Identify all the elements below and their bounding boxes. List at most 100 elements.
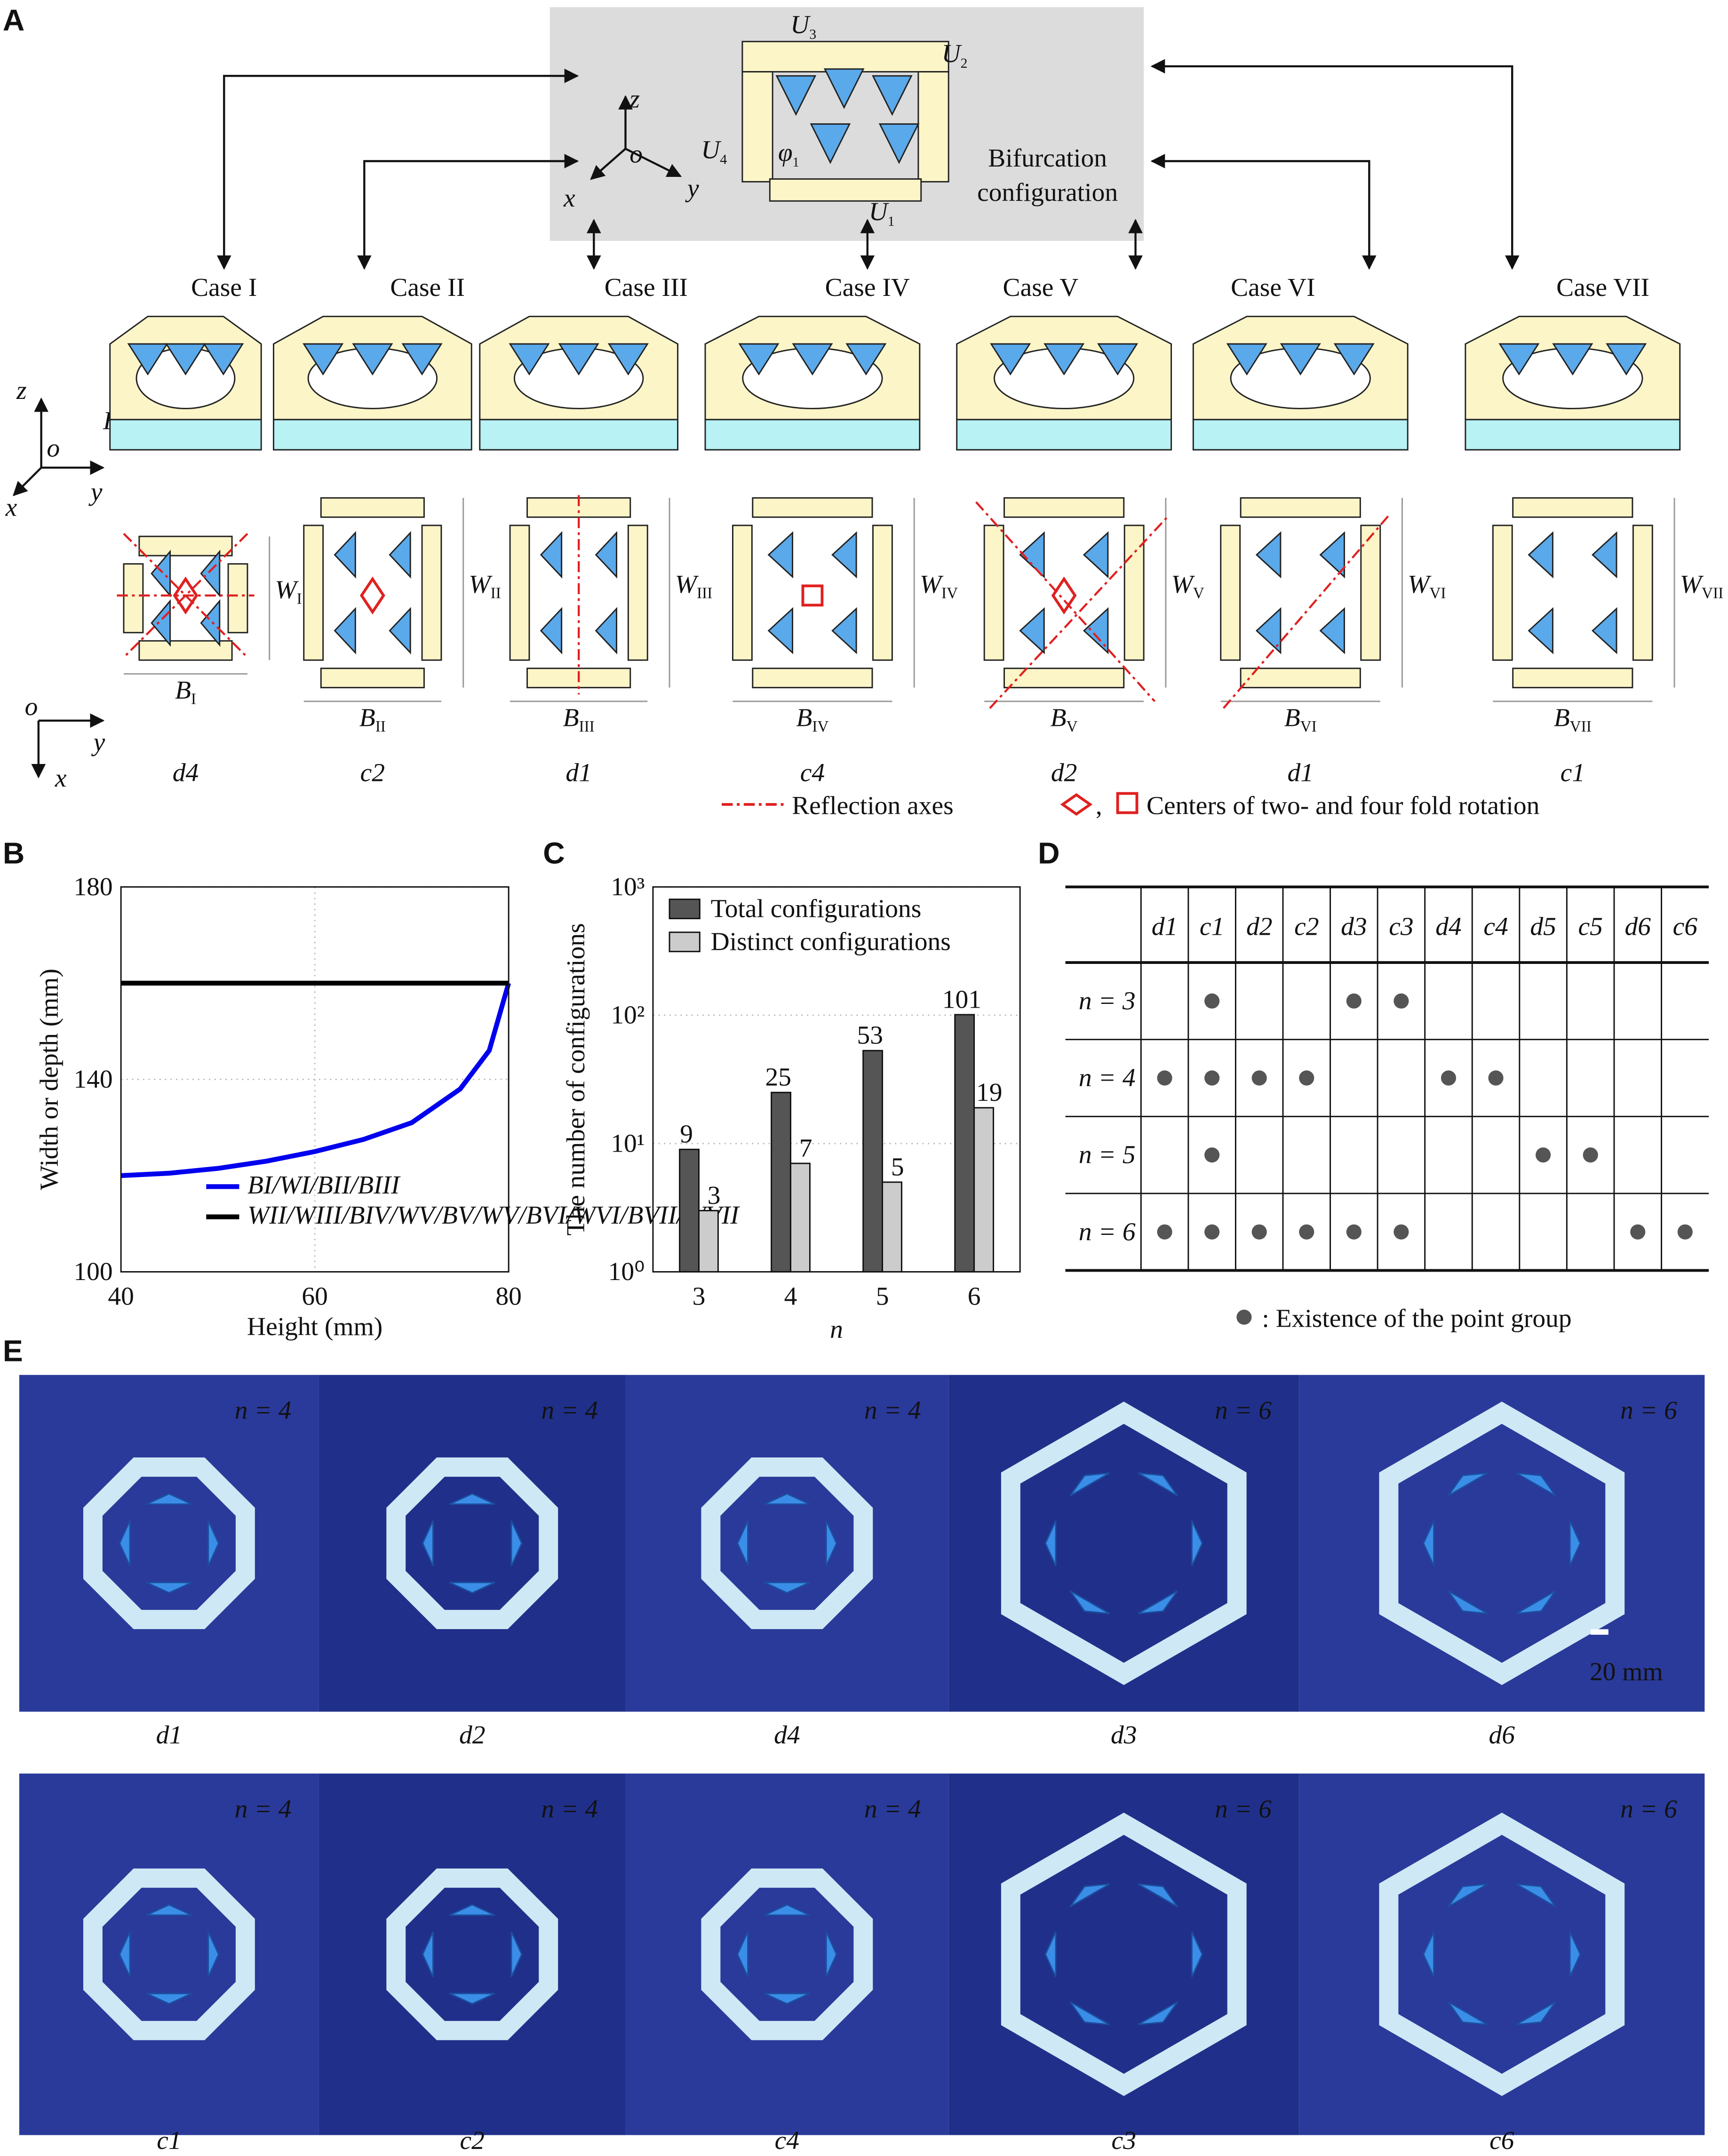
reflection-axis xyxy=(975,501,1156,702)
origami-frame xyxy=(1379,1401,1625,1685)
origami-triangle xyxy=(737,1520,749,1567)
group-dot xyxy=(1346,993,1362,1009)
x-tick-label: 40 xyxy=(108,1282,134,1311)
width-label: WIII xyxy=(675,570,713,602)
caption: Bifurcation xyxy=(988,144,1107,173)
block xyxy=(752,497,873,518)
origami-triangle xyxy=(764,1582,810,1594)
case-model xyxy=(956,316,1172,451)
case-plan xyxy=(1492,497,1675,702)
triangle xyxy=(738,343,780,376)
x-axis-label: Height (mm) xyxy=(247,1313,382,1341)
x-tick-label: 80 xyxy=(495,1282,522,1311)
triangle xyxy=(558,343,599,376)
panel-letter: B xyxy=(3,836,24,870)
column-header: c5 xyxy=(1578,913,1602,941)
photo-caption: c6 xyxy=(1489,2126,1514,2155)
origami-frame xyxy=(386,1457,558,1630)
label-main: B xyxy=(359,703,375,732)
group-dot xyxy=(1677,1224,1693,1240)
case-label: Case I xyxy=(191,273,257,302)
block xyxy=(769,178,922,202)
triangle xyxy=(845,343,887,376)
label-sub: I xyxy=(297,590,302,607)
triangle xyxy=(203,343,244,376)
label-sub: VII xyxy=(1702,585,1723,602)
n-label: n = 6 xyxy=(1215,1795,1272,1824)
value-label: 3 xyxy=(708,1181,721,1210)
panel-letter: C xyxy=(543,836,565,870)
label-sub: VII xyxy=(1570,718,1592,735)
group-dot xyxy=(1204,1070,1220,1086)
origami-triangle xyxy=(449,1904,495,1916)
triangle xyxy=(352,343,393,376)
legend-swatch xyxy=(669,899,701,920)
width-label: WVI xyxy=(1408,570,1446,602)
value-label: 5 xyxy=(891,1153,904,1181)
bar xyxy=(698,1209,719,1273)
label-main: B xyxy=(1554,703,1570,732)
photo xyxy=(319,1774,626,2135)
row-label: n = 3 xyxy=(1079,987,1136,1015)
x-tick-label: 3 xyxy=(693,1282,706,1311)
triangle xyxy=(1528,531,1553,579)
block xyxy=(123,563,144,634)
label-main: φ xyxy=(778,139,793,167)
depth-label: BII xyxy=(359,703,386,735)
legend-swatch xyxy=(669,931,701,953)
triangle xyxy=(831,531,857,579)
case-plan xyxy=(1220,497,1403,702)
reflection-axis xyxy=(1222,515,1389,709)
label-sub: VI xyxy=(1429,585,1446,602)
block xyxy=(138,535,233,557)
point-group: c4 xyxy=(800,758,825,787)
base xyxy=(479,419,679,451)
label-main: B xyxy=(1284,703,1300,732)
label-sub: II xyxy=(491,585,501,602)
block xyxy=(1220,525,1241,661)
origami-triangle xyxy=(1138,1472,1178,1496)
case-label: Case IV xyxy=(825,273,910,302)
triangle xyxy=(1255,607,1282,654)
group-dot xyxy=(1157,1070,1172,1086)
y-tick-label: 180 xyxy=(73,873,112,901)
triangle xyxy=(540,531,563,579)
row-label: n = 4 xyxy=(1079,1064,1136,1092)
column-header: c6 xyxy=(1673,913,1698,941)
base xyxy=(704,419,921,451)
depth-label: BIII xyxy=(563,703,595,735)
label-main: U xyxy=(942,40,963,68)
photo-caption: c2 xyxy=(460,2126,485,2155)
bar xyxy=(862,1050,884,1273)
triangle xyxy=(1319,531,1345,579)
width-label: WV xyxy=(1171,570,1204,602)
triangle xyxy=(831,607,857,654)
origami-frame xyxy=(83,1457,255,1630)
block xyxy=(741,40,949,73)
block xyxy=(320,668,425,689)
case-label: Case V xyxy=(1003,273,1079,302)
block xyxy=(1240,497,1361,518)
block xyxy=(1240,668,1361,689)
block xyxy=(138,640,233,661)
triangle xyxy=(389,607,411,655)
y-tick-label: 140 xyxy=(73,1065,112,1094)
group-dot xyxy=(1251,1224,1267,1240)
triangle xyxy=(775,75,817,116)
label-sub: IV xyxy=(941,585,958,602)
scale-bar-label: 20 mm xyxy=(1590,1657,1663,1686)
photo xyxy=(625,1375,949,1712)
y-axis-label: The number of configurations xyxy=(562,923,590,1235)
n-label: n = 4 xyxy=(541,1396,598,1425)
column-header: d4 xyxy=(1435,913,1462,941)
legend-label: BI/WI/BII/BIII xyxy=(247,1171,401,1200)
axis-label: x xyxy=(5,493,17,522)
triangle xyxy=(334,531,356,579)
label-main: W xyxy=(675,570,699,599)
point-group: d1 xyxy=(565,758,591,787)
y-tick-label: 100 xyxy=(73,1257,112,1286)
base xyxy=(956,419,1172,451)
n-label: n = 4 xyxy=(864,1795,921,1824)
column-header: c2 xyxy=(1294,913,1319,941)
triangle xyxy=(540,607,563,655)
